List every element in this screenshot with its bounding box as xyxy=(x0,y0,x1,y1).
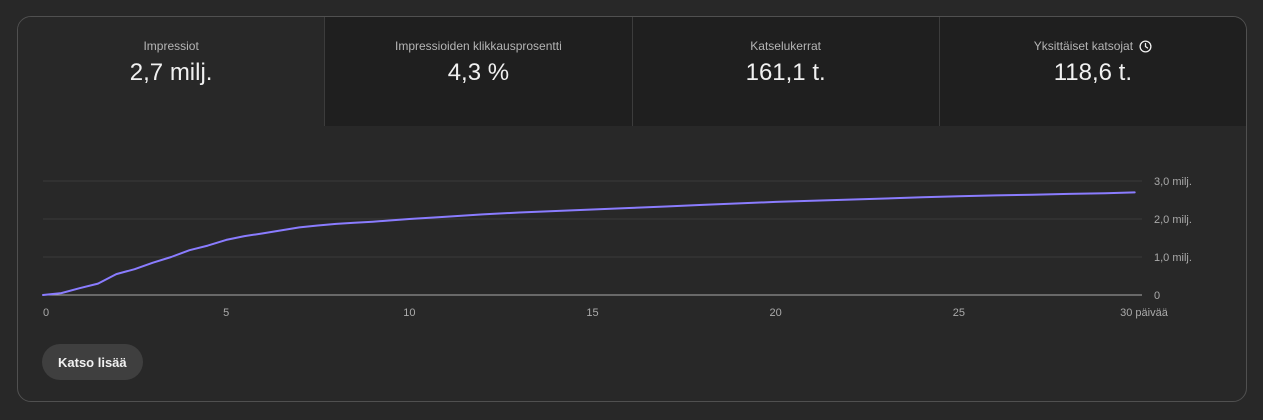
tab-ctr[interactable]: Impressioiden klikkausprosentti 4,3 % xyxy=(325,17,633,126)
tab-views-value: 161,1 t. xyxy=(745,59,826,86)
tab-unique-viewers-value: 118,6 t. xyxy=(1053,59,1133,86)
tab-impressions-label: Impressiot xyxy=(143,39,199,53)
tab-ctr-label: Impressioiden klikkausprosentti xyxy=(395,39,562,53)
y-tick-label: 3,0 milj. xyxy=(1154,176,1192,188)
x-tick-label: 20 xyxy=(770,307,782,319)
tab-ctr-value: 4,3 % xyxy=(447,59,510,86)
x-tick-label: 15 xyxy=(586,307,598,319)
clock-icon xyxy=(1139,39,1152,53)
x-tick-label: 25 xyxy=(953,307,965,319)
tab-label: Impressiot xyxy=(143,39,198,53)
impressions-chart: 0 1,0 milj. 2,0 milj. 3,0 milj. 0 5 10 15 20 25 30… xyxy=(18,126,1246,336)
y-tick-label: 1,0 milj. xyxy=(1154,252,1192,264)
metric-tabs: Impressiot 2,7 milj. Impressioiden klikk… xyxy=(18,17,1246,126)
x-tick-label: 30 päivää xyxy=(1120,307,1169,319)
x-tick-label: 10 xyxy=(403,307,415,319)
tab-views-label: Katselukerrat xyxy=(750,39,821,53)
tab-views[interactable]: Katselukerrat 161,1 t. xyxy=(632,17,940,126)
tab-label: Katselukerrat xyxy=(750,39,821,53)
see-more-button[interactable]: Katso lisää xyxy=(42,344,143,380)
tab-impressions[interactable]: Impressiot 2,7 milj. xyxy=(18,17,326,126)
x-tick-label: 0 xyxy=(43,307,49,319)
x-tick-label: 5 xyxy=(223,307,229,319)
tab-unique-viewers[interactable]: Yksittäiset katsojat 118,6 t. xyxy=(939,17,1246,126)
y-tick-label: 2,0 milj. xyxy=(1154,214,1192,226)
tab-impressions-value: 2,7 milj. xyxy=(129,59,213,86)
tab-label: Impressioiden klikkausprosentti xyxy=(395,39,562,53)
tab-label: Yksittäiset katsojat xyxy=(1034,39,1152,53)
tab-unique-viewers-label: Yksittäiset katsojat xyxy=(1033,39,1134,53)
impressions-series-line xyxy=(42,191,1136,296)
y-tick-label: 0 xyxy=(1154,290,1160,302)
chart-svg: 0 1,0 milj. 2,0 milj. 3,0 milj. 0 5 10 15 20 25 30… xyxy=(42,176,1192,319)
analytics-card: Impressiot 2,7 milj. Impressioiden klikk… xyxy=(17,16,1247,402)
